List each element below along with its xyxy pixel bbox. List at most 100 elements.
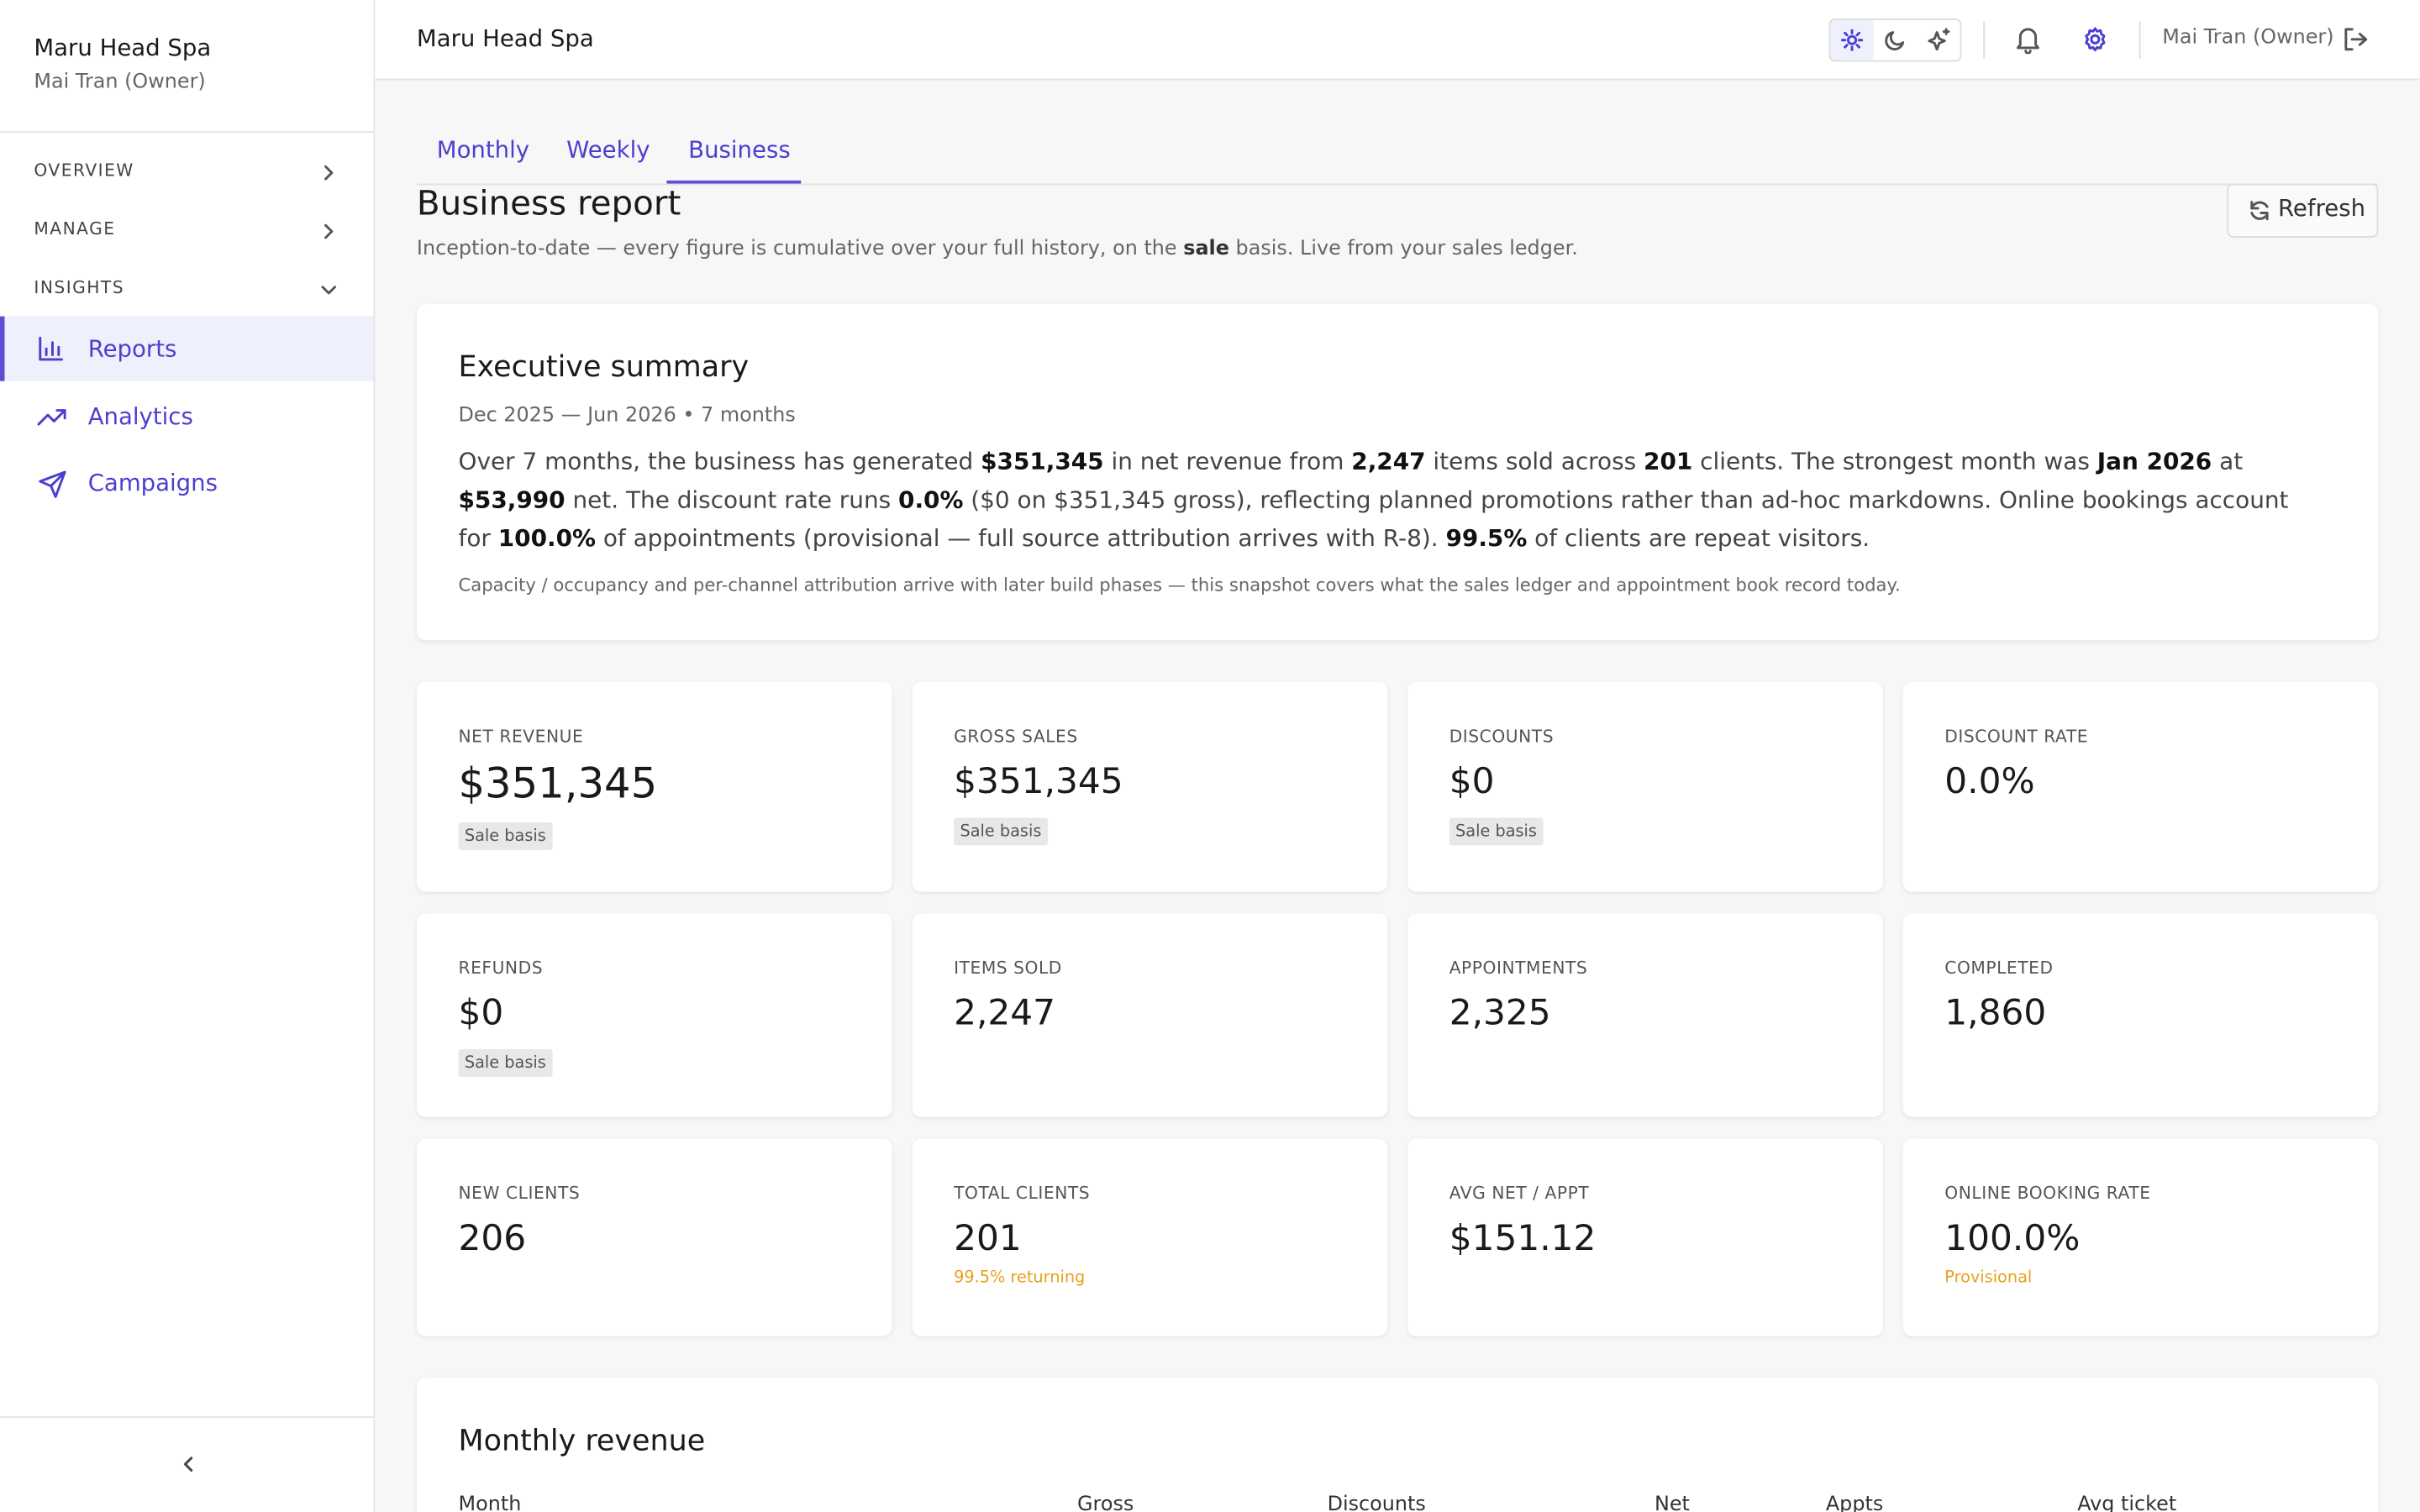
kpi-value: 100.0% [1944, 1219, 2081, 1259]
divider [2139, 21, 2141, 59]
kpi-label: ONLINE BOOKING RATE [1944, 1183, 2151, 1204]
text: Inception-to-date — every figure is cumu… [416, 237, 1184, 261]
sidebar: Maru Head Spa Mai Tran (Owner) OVERVIEW … [0, 0, 376, 1512]
refresh-button[interactable] [2227, 183, 2379, 238]
kpi-tag: Sale basis [458, 1048, 553, 1078]
kpi-card: COMPLETED 1,860 [1902, 913, 2379, 1117]
kpi-value: $351,345 [458, 760, 658, 809]
logout-icon[interactable] [2343, 26, 2369, 52]
kpi-value: 201 [954, 1219, 1022, 1259]
column-header: Appts [1825, 1493, 1884, 1512]
nav-section[interactable]: MANAGE [34, 218, 116, 239]
kpi-label: ITEMS SOLD [954, 958, 1062, 979]
kpi-label: DISCOUNT RATE [1944, 727, 2089, 747]
kpi-card: DISCOUNTS $0 Sale basis [1407, 681, 1883, 892]
brand: Maru Head Spa [34, 34, 212, 62]
sidebar-user: Mai Tran (Owner) [34, 71, 206, 95]
kpi-card: ITEMS SOLD 2,247 [912, 913, 1388, 1117]
kpi-card: REFUNDS $0 Sale basis [416, 913, 892, 1117]
summary-title: Executive summary [458, 349, 750, 385]
topbar: Maru Head Spa Mai Tran (Owner) [375, 0, 2420, 81]
nav-section[interactable]: OVERVIEW [34, 160, 134, 181]
emphasis: 100.0% [497, 524, 596, 553]
summary-card: Executive summary Dec 2025 — Jun 2026 • … [416, 303, 2379, 641]
nav-section[interactable]: INSIGHTS [34, 277, 125, 298]
nav-item[interactable]: Reports [87, 334, 177, 363]
refresh-icon [2250, 201, 2269, 221]
summary-period: Dec 2025 — Jun 2026 • 7 months [458, 404, 796, 428]
tab-active[interactable]: Business [688, 135, 791, 164]
kpi-card: NEW CLIENTS 206 [416, 1138, 892, 1336]
tab[interactable]: Weekly [566, 135, 650, 164]
kpi-value: $0 [458, 993, 504, 1034]
kpi-value: 0.0% [1944, 762, 2035, 803]
divider [0, 1416, 374, 1418]
kpi-label: TOTAL CLIENTS [954, 1183, 1091, 1204]
collapse-button[interactable] [177, 1453, 199, 1475]
text: at [2212, 447, 2244, 475]
sparkle-icon[interactable] [1928, 28, 1951, 51]
kpi-label: APPOINTMENTS [1449, 958, 1588, 979]
divider [1983, 21, 1986, 59]
divider [0, 131, 374, 133]
kpi-value: 1,860 [1944, 993, 2047, 1034]
column-header: Gross [1077, 1493, 1134, 1512]
emphasis: 2,247 [1351, 447, 1426, 475]
kpi-card: ONLINE BOOKING RATE 100.0% Provisional [1902, 1138, 2379, 1336]
theme-light[interactable] [1830, 19, 1874, 60]
text: clients. The strongest month was [1692, 447, 2097, 475]
column-header: Month [458, 1493, 522, 1512]
monthly-card: Monthly revenue Month Gross Discounts Net Ap… [416, 1378, 2379, 1512]
kpi-value: 2,247 [954, 993, 1056, 1034]
sun-icon [1841, 29, 1863, 51]
topbar-title: Maru Head Spa [416, 24, 594, 53]
kpi-card: AVG NET / APPT $151.12 [1407, 1138, 1883, 1336]
kpi-value: $0 [1449, 762, 1495, 803]
summary-paragraph: Over 7 months, the business has generate… [459, 443, 2318, 559]
report-title: Business report [416, 185, 681, 224]
emphasis: 99.5% [1445, 524, 1528, 553]
nav-item[interactable]: Analytics [87, 402, 193, 431]
chevron [324, 223, 334, 239]
kpi-tag: Sale basis [954, 817, 1048, 846]
text: of clients are repeat visitors. [1527, 524, 1870, 553]
kpi-label: DISCOUNTS [1449, 727, 1555, 747]
emphasis: 201 [1644, 447, 1693, 475]
kpi-label: NET REVENUE [458, 727, 584, 747]
text: in net revenue from [1103, 447, 1352, 475]
emphasis: Jan 2026 [2096, 447, 2212, 475]
settings-icon[interactable] [2082, 26, 2108, 52]
monthly-title: Monthly revenue [458, 1424, 706, 1458]
kpi-value: 206 [458, 1219, 527, 1259]
refresh-label: Refresh [2278, 194, 2366, 223]
active-item[interactable] [0, 316, 374, 381]
kpi-card: APPOINTMENTS 2,325 [1407, 913, 1883, 1117]
kpi-value: $151.12 [1449, 1219, 1597, 1259]
kpi-card: GROSS SALES $351,345 Sale basis [912, 681, 1388, 892]
column-header: Net [1654, 1493, 1690, 1512]
text: Over 7 months, the business has generate… [458, 447, 981, 475]
kpi-label: AVG NET / APPT [1449, 1183, 1590, 1204]
bell-icon[interactable] [2016, 26, 2040, 55]
tab[interactable]: Monthly [436, 135, 530, 164]
kpi-tag: Sale basis [458, 822, 553, 851]
kpi-tag: Sale basis [1449, 817, 1544, 846]
chevron [321, 286, 337, 295]
tab-rule [416, 183, 2379, 186]
emphasis: $351,345 [981, 447, 1104, 475]
icon-reports [39, 336, 63, 361]
kpi-label: COMPLETED [1944, 958, 2054, 979]
tab-underline [666, 180, 802, 184]
kpi-label: NEW CLIENTS [458, 1183, 581, 1204]
kpi-label: GROSS SALES [954, 727, 1078, 747]
nav-item[interactable]: Campaigns [87, 469, 218, 497]
emphasis: sale [1183, 237, 1229, 261]
emphasis: 0.0% [898, 486, 964, 514]
chevron [324, 165, 334, 181]
text: items sold across [1425, 447, 1644, 475]
kpi-value: $351,345 [954, 762, 1123, 803]
emphasis: $53,990 [458, 486, 566, 514]
moon-icon[interactable] [1885, 29, 1907, 51]
